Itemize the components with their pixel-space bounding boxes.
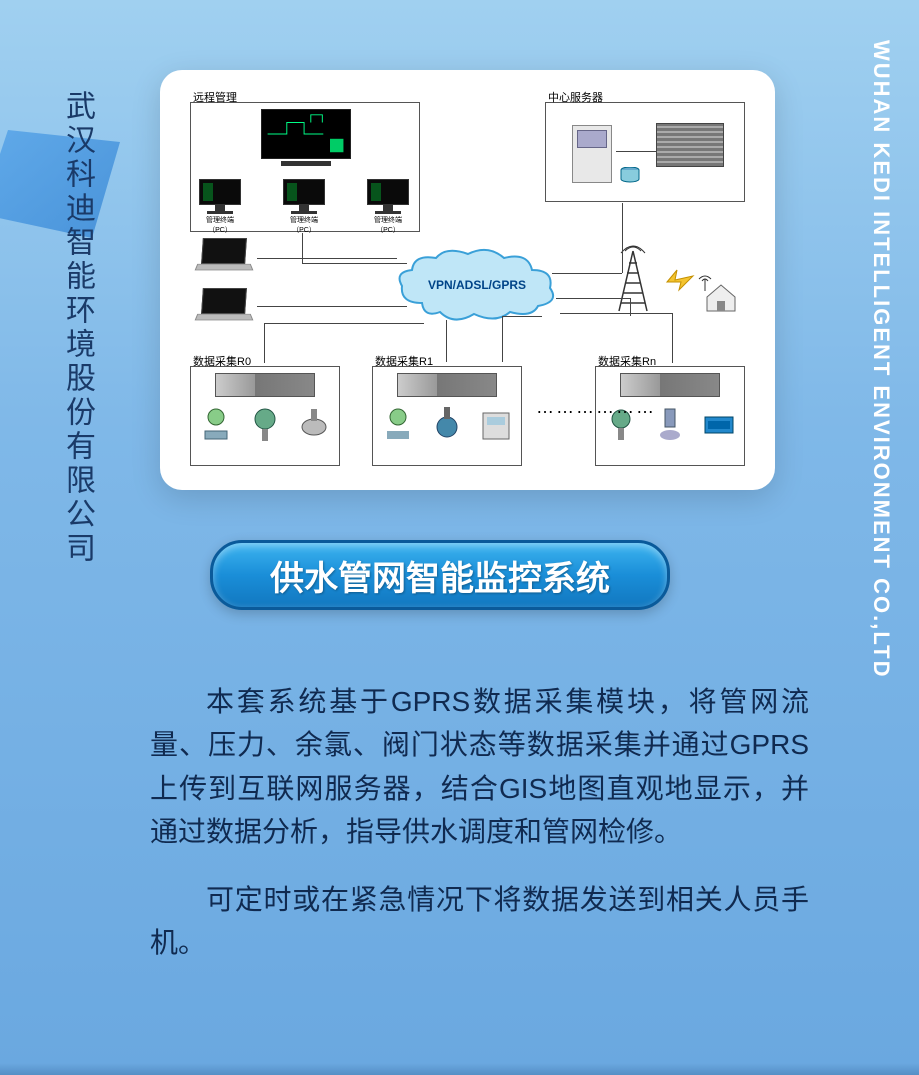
laptop-icon	[196, 288, 256, 324]
house-antenna-icon	[693, 273, 743, 313]
company-name-cn: 武汉科迪智能环境股份有限公司	[55, 90, 99, 566]
diagram-box-r0: 数据采集R0	[190, 366, 340, 466]
title-pill: 供水管网智能监控系统	[210, 540, 670, 610]
paragraph-1: 本套系统基于GPRS数据采集模块，将管网流量、压力、余氯、阀门状态等数据采集并通…	[150, 680, 809, 854]
ellipsis-dots: ………………	[536, 397, 656, 418]
lightning-icon	[665, 268, 695, 292]
description-body: 本套系统基于GPRS数据采集模块，将管网流量、压力、余氯、阀门状态等数据采集并通…	[150, 680, 809, 988]
valve-icon	[432, 405, 462, 443]
network-cloud: VPN/ADSL/GPRS	[392, 248, 562, 323]
pc-label-0: 管理终端（PC）	[199, 215, 241, 235]
display-panel-icon	[704, 405, 734, 443]
pc-terminal-icon: 管理终端（PC）	[283, 179, 325, 217]
rn-label: 数据采集Rn	[598, 353, 656, 369]
flowmeter-icon	[201, 405, 231, 443]
plc-icon	[620, 373, 720, 397]
pc-label-1: 管理终端（PC）	[283, 215, 325, 235]
company-name-en: WUHAN KEDI INTELLIGENT ENVIRONMENT CO.,L…	[868, 40, 894, 678]
plc-icon	[397, 373, 497, 397]
bottom-edge	[0, 1063, 919, 1075]
meter-box-icon	[481, 405, 511, 443]
paragraph-2: 可定时或在紧急情况下将数据发送到相关人员手机。	[150, 878, 809, 965]
pc-terminal-icon: 管理终端（PC）	[367, 179, 409, 217]
level-sensor-icon	[655, 405, 685, 443]
system-diagram: 远程管理 管理终端（PC） 管理终端（PC） 管理终端（PC） 中心服务器	[182, 88, 753, 472]
diagram-box-center: 中心服务器	[545, 102, 745, 202]
server-rack-icon	[656, 123, 724, 167]
cloud-label: VPN/ADSL/GPRS	[392, 278, 562, 292]
flow-sensor-icon	[299, 405, 329, 443]
transmitter-icon	[250, 405, 280, 443]
server-tower-icon	[572, 125, 612, 183]
laptop-icon	[196, 238, 256, 274]
r1-label: 数据采集R1	[375, 353, 433, 369]
big-monitor-icon	[261, 109, 351, 169]
plc-icon	[215, 373, 315, 397]
pc-terminal-icon: 管理终端（PC）	[199, 179, 241, 217]
diagram-box-r1: 数据采集R1	[372, 366, 522, 466]
title-text: 供水管网智能监控系统	[270, 551, 610, 600]
r0-label: 数据采集R0	[193, 353, 251, 369]
radio-tower-icon	[613, 243, 653, 313]
system-diagram-card: 远程管理 管理终端（PC） 管理终端（PC） 管理终端（PC） 中心服务器	[160, 70, 775, 490]
database-icon	[620, 167, 640, 183]
diagram-box-remote: 远程管理 管理终端（PC） 管理终端（PC） 管理终端（PC）	[190, 102, 420, 232]
flowmeter-icon	[383, 405, 413, 443]
remote-label: 远程管理	[193, 89, 237, 105]
center-label: 中心服务器	[548, 89, 603, 105]
pc-label-2: 管理终端（PC）	[367, 215, 409, 235]
